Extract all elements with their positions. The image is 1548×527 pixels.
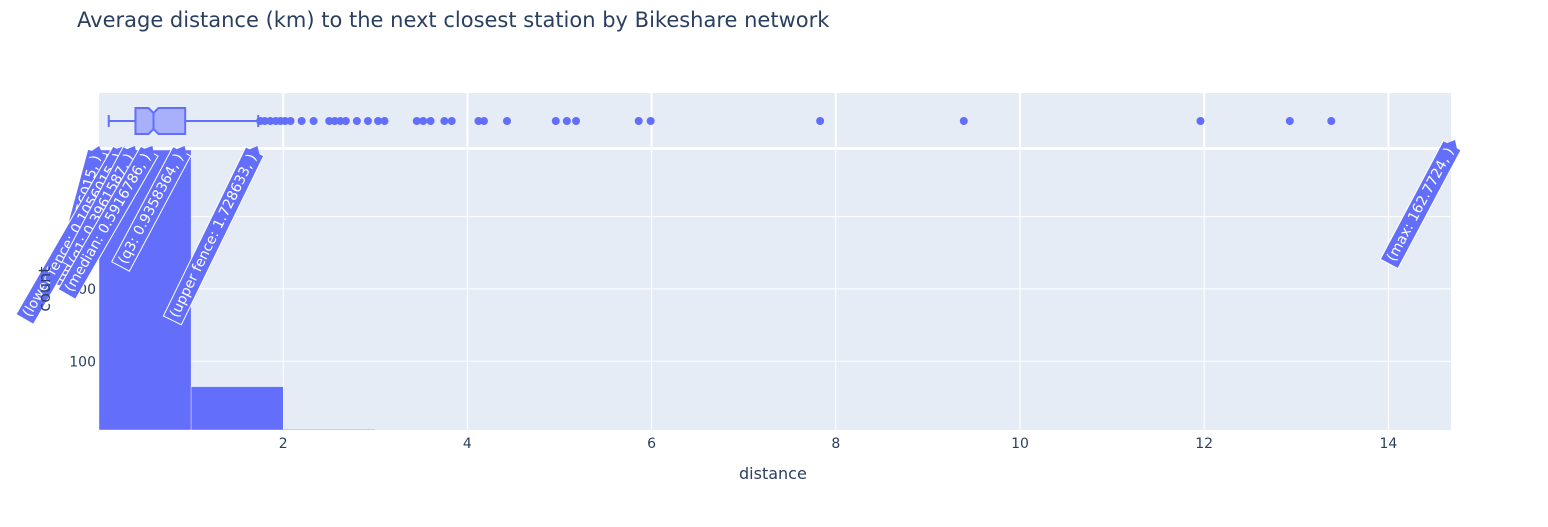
outlier-point: [572, 117, 581, 125]
annotation-pointer: [176, 146, 187, 155]
outlier-point: [374, 117, 383, 125]
annotation-pointer: [1446, 140, 1458, 149]
outlier-point: [1327, 117, 1336, 125]
outlier-point: [551, 117, 560, 125]
outlier-point: [634, 117, 643, 125]
histogram-bar-2: [190, 386, 284, 431]
outlier-point: [281, 117, 290, 125]
outlier-point: [426, 117, 435, 125]
outlier-point: [336, 117, 345, 125]
outlier-point: [1285, 117, 1294, 125]
outlier-point: [330, 117, 339, 125]
outlier-point: [1196, 117, 1205, 125]
x-tick-label: 6: [647, 436, 656, 452]
outlier-point: [352, 117, 361, 125]
outlier-point: [479, 117, 488, 125]
outlier-point: [646, 117, 655, 125]
box-body: [134, 107, 187, 135]
x-tick-label: 8: [831, 436, 840, 452]
outlier-point: [412, 117, 421, 125]
outlier-point: [816, 117, 825, 125]
outlier-point: [309, 117, 318, 125]
annotation-pointer: [143, 146, 155, 156]
outlier-point: [325, 117, 334, 125]
x-tick-label: 10: [1011, 436, 1029, 452]
outlier-point: [363, 117, 372, 125]
chart-title: Average distance (km) to the next closes…: [77, 8, 830, 32]
x-tick-label: 4: [463, 436, 472, 452]
y-axis-label: count: [35, 266, 55, 312]
outlier-point: [266, 117, 275, 125]
outlier-point: [502, 117, 511, 125]
x-axis-label: distance: [739, 464, 807, 483]
outlier-point: [260, 117, 269, 125]
outlier-point: [474, 117, 483, 125]
outlier-point: [341, 117, 350, 125]
outlier-point: [959, 117, 968, 125]
annotation-pointer: [91, 146, 103, 155]
x-tick-label: 2: [279, 436, 288, 452]
outlier-point: [447, 117, 456, 125]
outlier-point: [440, 117, 449, 125]
y-tick-label: 100: [69, 354, 96, 370]
histogram-bar-3: [282, 429, 376, 431]
box-background: [99, 93, 1451, 147]
outlier-point: [297, 117, 306, 125]
histogram-background: [99, 150, 1451, 430]
outlier-point: [419, 117, 428, 125]
outlier-point: [562, 117, 571, 125]
x-tick-label: 12: [1195, 436, 1213, 452]
marginal-boxplot: [107, 107, 1336, 135]
outlier-point: [380, 117, 389, 125]
annotation-pointer: [248, 146, 260, 155]
outlier-point: [286, 117, 295, 125]
annotation-pointer: [126, 146, 137, 155]
x-tick-label: 14: [1379, 436, 1397, 452]
